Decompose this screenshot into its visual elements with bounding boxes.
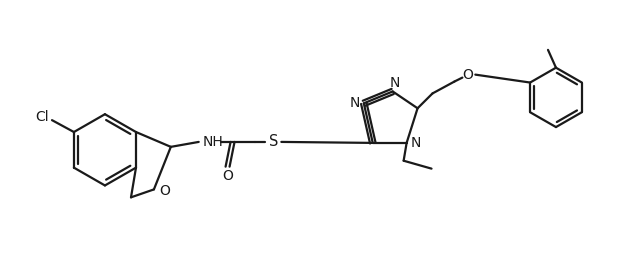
Text: O: O [159, 184, 170, 198]
Text: N: N [410, 136, 420, 150]
Text: S: S [269, 135, 278, 150]
Text: N: N [390, 76, 400, 90]
Text: Cl: Cl [35, 110, 49, 124]
Text: NH: NH [202, 135, 223, 149]
Text: N: N [349, 96, 360, 110]
Text: O: O [222, 169, 233, 183]
Text: O: O [462, 68, 473, 82]
